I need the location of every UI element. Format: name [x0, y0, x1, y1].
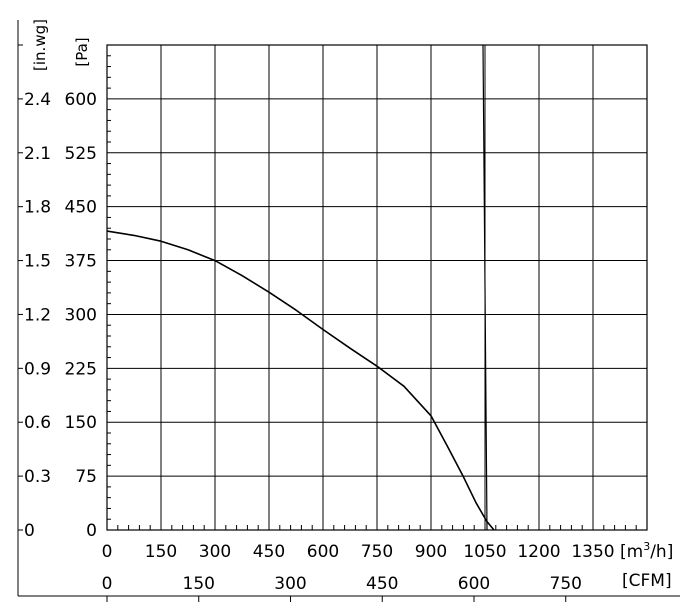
y-tick-label-inwg: 1.5	[24, 252, 51, 272]
x-tick-label-m3h: 150	[145, 542, 177, 562]
y-tick-label-pa: 450	[65, 198, 97, 218]
y-tick-label-inwg: 0.6	[24, 413, 51, 433]
y-unit-pa: [Pa]	[73, 37, 91, 66]
x-tick-label-cfm: 450	[366, 574, 398, 594]
x-unit-m3h: [m3/h]	[620, 540, 673, 562]
y-tick-label-inwg: 0	[24, 521, 35, 541]
y-tick-label-inwg: 0.9	[24, 359, 51, 379]
y-tick-label-pa: 525	[65, 144, 97, 164]
x-tick-label-cfm: 600	[458, 574, 490, 594]
label-layer: 00750.31500.62250.93001.23751.54501.8525…	[24, 19, 673, 594]
y-tick-label-pa: 225	[65, 359, 97, 379]
y-tick-label-inwg: 2.4	[24, 90, 51, 110]
x-tick-label-cfm: 0	[102, 574, 113, 594]
y-tick-label-inwg: 1.8	[24, 198, 51, 218]
y-tick-label-pa: 300	[65, 305, 97, 325]
y-tick-label-inwg: 0.3	[24, 467, 51, 487]
x-tick-label-cfm: 300	[274, 574, 306, 594]
max-flow-line	[482, 44, 488, 531]
x-tick-label-m3h: 900	[415, 542, 447, 562]
y-tick-label-pa: 600	[65, 90, 97, 110]
y-tick-label-pa: 375	[65, 252, 97, 272]
x-tick-label-m3h: 750	[361, 542, 393, 562]
x-tick-label-cfm: 150	[183, 574, 215, 594]
x-tick-label-m3h: 0	[102, 542, 113, 562]
y-tick-label-pa: 75	[75, 467, 97, 487]
pressure-curve	[106, 230, 495, 531]
y-tick-label-inwg: 2.1	[24, 144, 51, 164]
axis-layer	[17, 20, 680, 602]
x-tick-label-m3h: 300	[199, 542, 231, 562]
x-tick-label-m3h: 1200	[517, 542, 560, 562]
grid-layer	[106, 44, 648, 531]
y-tick-label-pa: 150	[65, 413, 97, 433]
y-tick-label-inwg: 1.2	[24, 305, 51, 325]
x-tick-label-m3h: 600	[307, 542, 339, 562]
series-layer	[106, 44, 495, 531]
y-tick-label-pa: 0	[86, 521, 97, 541]
x-tick-label-m3h: 1050	[463, 542, 506, 562]
x-tick-label-m3h: 1350	[571, 542, 614, 562]
x-tick-label-cfm: 750	[550, 574, 582, 594]
x-tick-label-m3h: 450	[253, 542, 285, 562]
x-unit-cfm: [CFM]	[622, 571, 672, 591]
y-unit-inwg: [in.wg]	[31, 19, 49, 71]
